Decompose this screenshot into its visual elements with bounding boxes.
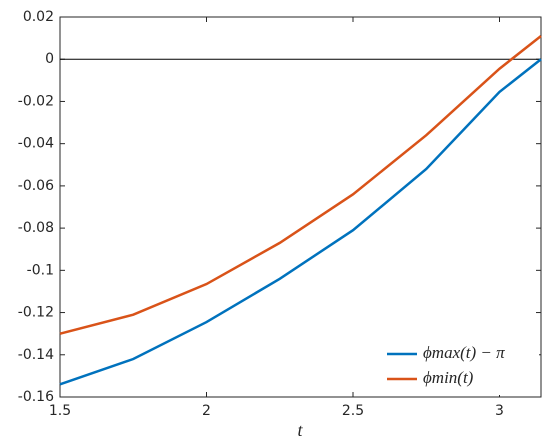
x-tick-label: 3 — [495, 403, 504, 419]
y-tick-label: -0.06 — [18, 178, 54, 194]
y-tick-label: -0.14 — [18, 347, 54, 363]
y-tick-label: -0.1 — [27, 262, 54, 278]
plot-area — [59, 16, 542, 398]
y-tick-label: -0.08 — [18, 220, 54, 236]
x-tick-label: 2.5 — [342, 403, 364, 419]
y-tick-label: -0.12 — [18, 305, 54, 321]
series-line — [59, 35, 542, 335]
legend-box — [381, 339, 539, 395]
x-tick-label: 1.5 — [49, 403, 71, 419]
y-tick-label: 0 — [45, 51, 54, 67]
series-line — [59, 58, 542, 386]
x-tick-label: 2 — [202, 403, 211, 419]
y-tick-label: -0.02 — [18, 93, 54, 109]
y-tick-label: 0.02 — [23, 9, 54, 25]
legend-label: ϕmin(t) — [423, 368, 474, 387]
y-tick-label: -0.04 — [18, 136, 54, 152]
legend-label: ϕmax(t) − π — [423, 343, 505, 362]
y-tick-label: -0.16 — [18, 389, 54, 405]
x-axis-title: t — [297, 420, 303, 440]
